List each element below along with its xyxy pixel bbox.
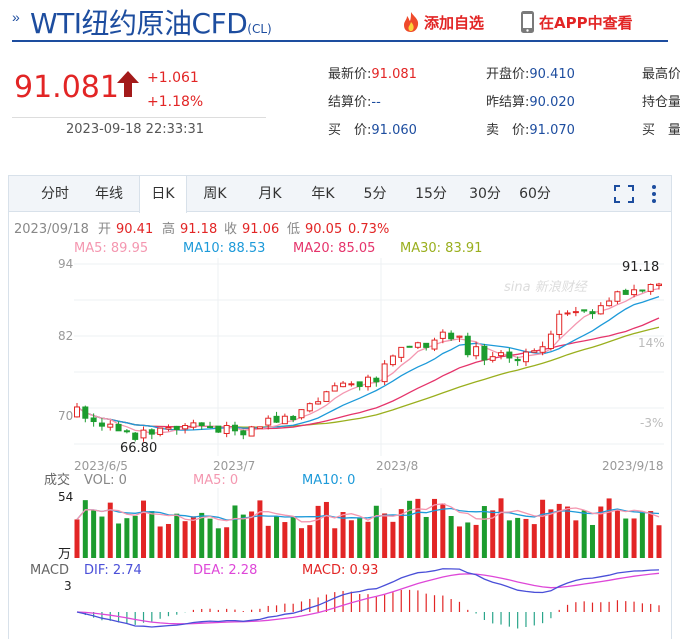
quote-field-label: 最高价: bbox=[642, 67, 680, 82]
up-arrow-icon bbox=[117, 71, 139, 97]
quote-field-value: 90.410 bbox=[529, 67, 575, 82]
quote-timestamp: 2023-09-18 22:33:31 bbox=[66, 122, 205, 137]
quote-divider bbox=[12, 117, 266, 118]
change-amount: +1.061 bbox=[147, 70, 199, 86]
page-header: » WTI纽约原油CFD(CL) 添加自选 在APP中查看 bbox=[0, 0, 680, 44]
tab-2[interactable]: 日K bbox=[139, 176, 187, 213]
quote-field: 最新价:91.081 bbox=[328, 63, 417, 82]
quote-field: 最高价: bbox=[642, 63, 680, 82]
header-divider bbox=[12, 40, 668, 42]
view-in-app-button[interactable]: 在APP中查看 bbox=[517, 10, 633, 34]
tab-1[interactable]: 年线 bbox=[95, 186, 123, 202]
quote-field: 开盘价:90.410 bbox=[486, 63, 575, 82]
quote-field: 买 量: bbox=[642, 119, 680, 138]
quote-field-label: 开盘价: bbox=[486, 67, 530, 82]
tab-0[interactable]: 分时 bbox=[41, 186, 69, 202]
tab-8[interactable]: 30分 bbox=[469, 186, 501, 202]
quote-field-value: -- bbox=[371, 95, 381, 110]
add-watchlist-button[interactable]: 添加自选 bbox=[398, 10, 484, 34]
quote-field: 昨结算:90.020 bbox=[486, 91, 575, 110]
double-chevron-icon: » bbox=[12, 9, 20, 25]
more-vertical-icon[interactable] bbox=[649, 184, 659, 204]
tab-4[interactable]: 月K bbox=[258, 186, 282, 202]
instrument-title: WTI纽约原油CFD(CL) bbox=[30, 7, 272, 40]
quote-field-value: 91.060 bbox=[371, 123, 417, 138]
quote-field-label: 结算价: bbox=[328, 95, 372, 110]
tab-3[interactable]: 周K bbox=[203, 186, 227, 202]
quote-field-label: 买 价: bbox=[328, 123, 372, 138]
tab-7[interactable]: 15分 bbox=[415, 186, 447, 202]
price-change: +1.061 +1.18% bbox=[147, 66, 203, 114]
quote-field-label: 昨结算: bbox=[486, 95, 530, 110]
last-price: 91.081 bbox=[14, 70, 119, 105]
add-watchlist-label: 添加自选 bbox=[424, 13, 485, 32]
instrument-code: (CL) bbox=[247, 22, 272, 36]
quote-field-label: 卖 价: bbox=[486, 123, 530, 138]
view-in-app-label: 在APP中查看 bbox=[539, 13, 633, 32]
quote-field: 卖 价:91.070 bbox=[486, 119, 575, 138]
phone-icon bbox=[521, 11, 534, 33]
quote-field-label: 买 量: bbox=[642, 123, 680, 138]
quote-field: 结算价:-- bbox=[328, 91, 381, 110]
chart-panel: 分时 年线 日K 周K 月K 年K 5分 15分 30分 60分 bbox=[8, 175, 672, 639]
flame-icon bbox=[404, 12, 419, 32]
quote-field: 买 价:91.060 bbox=[328, 119, 417, 138]
quote-field-value: 91.070 bbox=[529, 123, 575, 138]
change-percent: +1.18% bbox=[147, 94, 204, 110]
quote-field-value: 90.020 bbox=[529, 95, 575, 110]
fullscreen-icon[interactable] bbox=[613, 184, 635, 204]
quote-field-label: 最新价: bbox=[328, 67, 372, 82]
quote-field: 持仓量: bbox=[642, 91, 680, 110]
period-tabs: 分时 年线 日K 周K 月K 年K 5分 15分 30分 60分 bbox=[9, 176, 671, 213]
tab-6[interactable]: 5分 bbox=[363, 186, 387, 202]
quote-field-value: 91.081 bbox=[371, 67, 417, 82]
tab-5[interactable]: 年K bbox=[311, 186, 335, 202]
quote-field-label: 持仓量: bbox=[642, 95, 680, 110]
tab-9[interactable]: 60分 bbox=[519, 186, 551, 202]
